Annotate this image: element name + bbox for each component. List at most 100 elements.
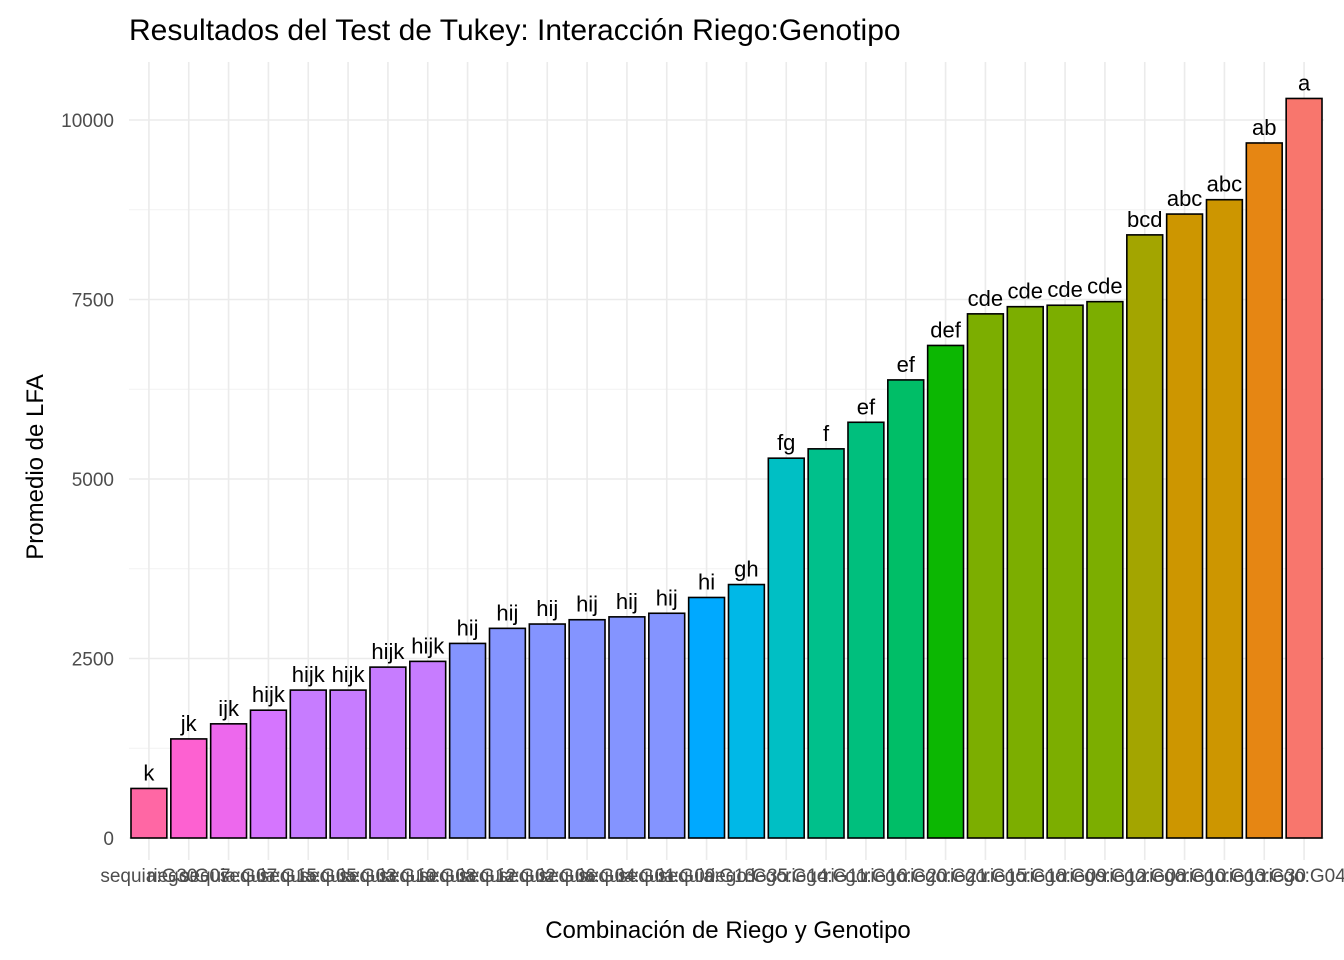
bar-label: f	[823, 421, 830, 446]
x-tick-label: riego:G15	[944, 866, 1027, 887]
x-tick-label: riego:G21	[904, 866, 987, 887]
bar-label: hijk	[371, 639, 405, 664]
x-tick-label: riego:G35	[705, 866, 788, 887]
x-tick-label: riego:G30	[1223, 866, 1306, 887]
bar-label: ab	[1252, 115, 1276, 140]
y-tick-label: 10000	[61, 111, 114, 132]
y-tick-label: 2500	[72, 650, 114, 671]
x-tick-label: sequia:G09	[618, 866, 715, 887]
bar-label: fg	[777, 430, 795, 455]
bar	[289, 689, 327, 839]
x-tick-label: riego:G14	[745, 866, 829, 887]
x-tick-label: sequia:G06	[499, 866, 596, 887]
bar-label: gh	[734, 557, 758, 582]
bar-label: hij	[576, 592, 598, 617]
bar	[608, 616, 646, 839]
bar-label: hij	[457, 615, 479, 640]
x-tick-label: sequia:G07	[180, 866, 277, 887]
bar	[1086, 300, 1124, 839]
bar-label: cde	[968, 286, 1003, 311]
x-tick-label: sequia:G05	[260, 866, 357, 887]
x-tick-label: sequia:G12	[419, 866, 516, 887]
bar	[1245, 142, 1283, 839]
bars	[130, 97, 1323, 839]
bar	[1126, 234, 1164, 839]
x-tick-label: riego:G13	[1183, 866, 1266, 887]
bar-label: abc	[1207, 172, 1242, 197]
bar-label: ef	[897, 352, 916, 377]
bar	[249, 709, 288, 839]
x-tick-label: sequia:G04	[538, 866, 636, 887]
bar-label: hijk	[411, 633, 445, 658]
bar-label: hij	[496, 600, 518, 625]
bar	[966, 313, 1005, 839]
x-tick-label: sequia:G15	[220, 866, 317, 887]
x-tick-label: sequia:G03	[299, 866, 396, 887]
x-tick-label: riego:G08	[1103, 866, 1186, 887]
y-tick-label: 7500	[72, 291, 114, 312]
x-tick-label: sequia:G30	[100, 866, 197, 887]
bar	[488, 627, 527, 839]
bar-label: cde	[1047, 277, 1082, 302]
bar	[1205, 198, 1244, 839]
bar	[887, 379, 925, 839]
x-tick-label: riego:G16	[824, 866, 907, 887]
bar	[648, 612, 686, 839]
bar-label: cde	[1008, 279, 1043, 304]
x-tick-label: riego:G12	[1063, 866, 1146, 887]
bar	[767, 457, 805, 839]
x-axis-ticks: sequia:G30riego:G07sequia:G07sequia:G15s…	[100, 866, 1344, 887]
bar	[528, 623, 566, 839]
bar	[1285, 97, 1323, 839]
x-tick-label: riego:G09	[1023, 866, 1106, 887]
y-tick-label: 0	[103, 829, 114, 850]
x-tick-label: sequia:G08	[379, 866, 476, 887]
bar	[369, 666, 407, 839]
bar	[687, 596, 726, 839]
bar	[170, 738, 208, 839]
bar-label: bcd	[1127, 207, 1162, 232]
x-tick-label: riego:G04	[1262, 866, 1344, 887]
bar-label: a	[1298, 70, 1311, 95]
bar	[1006, 305, 1044, 839]
x-tick-label: riego:G10	[1143, 866, 1226, 887]
x-tick-label: sequia:G10	[339, 866, 436, 887]
bar	[926, 344, 965, 839]
x-tick-label: sequia:G01	[578, 866, 675, 887]
bar-label: cde	[1087, 274, 1122, 299]
bar	[847, 421, 885, 839]
bar-label: def	[930, 317, 961, 342]
x-tick-label: sequia:G02	[459, 866, 556, 887]
bar-label: hij	[536, 596, 558, 621]
x-tick-label: riego:G07	[147, 866, 230, 887]
bar-label: hijk	[332, 662, 366, 687]
bar	[727, 583, 766, 839]
x-axis-title: Combinación de Riego y Genotipo	[545, 917, 911, 944]
bar-label: hijk	[252, 682, 286, 707]
bar	[1165, 213, 1204, 839]
bar	[130, 787, 168, 839]
bar-label: hij	[656, 585, 678, 610]
x-tick-label: riego:G20	[864, 866, 947, 887]
bar-label: ijk	[218, 696, 240, 721]
bar-label: ef	[857, 394, 876, 419]
bar-label: abc	[1167, 186, 1202, 211]
bar	[807, 448, 845, 839]
y-tick-label: 5000	[72, 470, 114, 491]
bar	[448, 642, 487, 839]
y-axis-title: Promedio de LFA	[22, 374, 49, 559]
bar-label: jk	[180, 711, 198, 736]
bar-label: hijk	[292, 662, 326, 687]
y-axis-ticks: 0 2500 5000 7500 10000	[61, 111, 114, 850]
bar	[209, 723, 248, 839]
bar	[568, 618, 606, 839]
bar	[409, 660, 447, 839]
x-tick-label: riego:G11	[785, 866, 867, 887]
bar	[329, 689, 367, 839]
bar	[1046, 304, 1084, 839]
chart-title: Resultados del Test de Tukey: Interacció…	[129, 14, 901, 47]
x-tick-label: sequia:G13	[658, 866, 755, 887]
bar-label: hij	[616, 589, 638, 614]
